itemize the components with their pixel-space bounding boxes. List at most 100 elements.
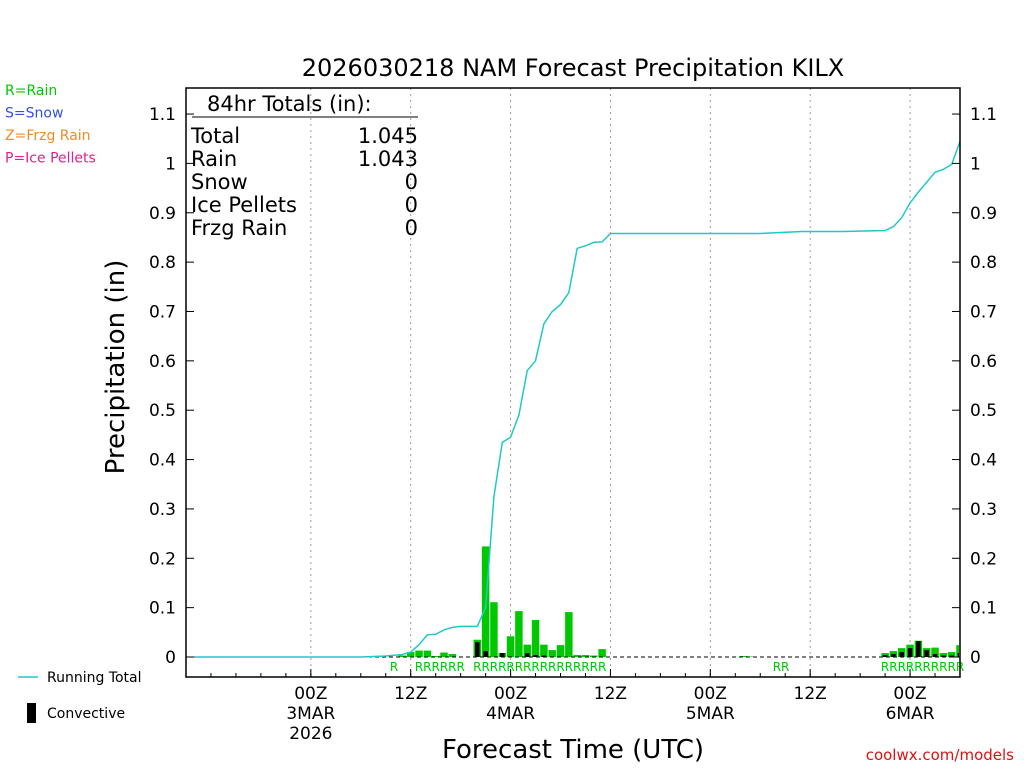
- y-tick-label-right: 1: [970, 154, 981, 174]
- convective-bar-group: [475, 641, 959, 657]
- totals-row-label: Snow: [191, 170, 248, 194]
- y-tick-label-right: 1.1: [970, 105, 997, 125]
- y-tick-label-left: 0.1: [149, 599, 176, 619]
- y-tick-label-left: 1: [165, 154, 176, 174]
- y-tick-label-right: 0.1: [970, 599, 997, 619]
- convective-bar: [949, 655, 954, 657]
- x-tick-date: 6MAR: [886, 704, 935, 724]
- running-total-legend-label: Running Total: [47, 670, 142, 686]
- plot-frame: [185, 87, 961, 678]
- y-tick-label-left: 0.8: [149, 253, 176, 273]
- y-tick-label-right: 0.9: [970, 204, 997, 224]
- precip-type-mark: R: [923, 660, 931, 674]
- y-tick-label-left: 0.4: [149, 451, 176, 471]
- credit-text: coolwx.com/models: [866, 746, 1014, 764]
- precip-type-mark: R: [590, 660, 598, 674]
- y-axis-ticks: 0 00.1 0.10.2 0.20.3 0.30.4 0.40.5 0.50.6 0.60.…: [149, 105, 997, 668]
- x-tick-label: 12Z: [594, 684, 627, 704]
- precip-bar: [939, 653, 948, 657]
- precip-bar: [931, 647, 939, 657]
- precip-bar: [739, 656, 748, 657]
- totals-row-label: Frzg Rain: [191, 216, 287, 240]
- precip-type-legend-item: Z=Frzg Rain: [5, 128, 91, 144]
- totals-box: 84hr Totals (in): Total 1.045 Rain 1.043 Sno…: [190, 92, 418, 240]
- x-axis-label: Forecast Time (UTC): [442, 735, 704, 765]
- precip-type-mark: R: [531, 660, 539, 674]
- convective-bar: [475, 642, 480, 657]
- precip-bar: [590, 655, 598, 657]
- y-tick-label-left: 1.1: [149, 105, 176, 125]
- precip-bar: [573, 655, 581, 657]
- precip-bar: [548, 650, 556, 657]
- totals-row-value: 0: [405, 193, 418, 217]
- y-tick-label-right: 0.5: [970, 401, 997, 421]
- y-tick-label-left: 0.5: [149, 401, 176, 421]
- y-tick-label-left: 0.2: [149, 549, 176, 569]
- convective-bar: [941, 655, 946, 657]
- precip-type-mark: R: [931, 660, 939, 674]
- y-tick-label-right: 0: [970, 648, 981, 668]
- precip-bar: [598, 649, 606, 657]
- y-tick-label-left: 0.9: [149, 204, 176, 224]
- precip-type-legend-item: P=Ice Pellets: [5, 151, 96, 167]
- totals-rows: Total 1.045 Rain 1.043 Snow 0 Ice Pellets 0 Frzg…: [190, 124, 418, 240]
- convective-bar: [957, 653, 959, 657]
- totals-row-label: Ice Pellets: [191, 193, 297, 217]
- x-tick-label: 00Z: [494, 684, 527, 704]
- convective-bar: [932, 654, 938, 657]
- y-tick-label-left: 0.3: [149, 500, 176, 520]
- precip-bar: [956, 645, 959, 657]
- convective-bar: [483, 651, 488, 657]
- precip-type-mark: R: [440, 660, 448, 674]
- precip-type-mark: R: [948, 660, 956, 674]
- precip-type-mark: R: [456, 660, 464, 674]
- precip-type-mark: R: [906, 660, 914, 674]
- precip-bar: [581, 655, 590, 657]
- precip-bar: [423, 650, 432, 657]
- precip-type-legend-item: R=Rain: [5, 83, 57, 99]
- convective-legend-label: Convective: [47, 706, 125, 722]
- precip-bar: [398, 655, 407, 657]
- x-tick-date: 5MAR: [686, 704, 735, 724]
- convective-bar: [499, 653, 505, 657]
- bar-group: [398, 546, 959, 657]
- x-tick-label: 00Z: [893, 684, 926, 704]
- x-tick-date: 3MAR: [286, 704, 335, 724]
- precip-type-mark: R: [415, 660, 423, 674]
- precip-type-mark: R: [889, 660, 897, 674]
- y-tick-label-left: 0.7: [149, 302, 176, 322]
- precip-bar: [406, 652, 415, 657]
- precip-type-mark: R: [423, 660, 431, 674]
- convective-bar: [524, 653, 530, 657]
- precip-type-mark: R: [898, 660, 906, 674]
- y-axis-label: Precipitation (in): [101, 260, 131, 475]
- totals-row-label: Rain: [191, 147, 237, 171]
- convective-bar: [916, 641, 921, 657]
- precip-bar: [531, 619, 540, 657]
- precip-bar: [431, 656, 440, 657]
- running-total-line: [194, 140, 961, 658]
- precip-bar: [523, 644, 531, 657]
- precip-bar: [565, 612, 573, 657]
- y-tick-label-left: 0: [165, 648, 176, 668]
- precip-type-mark: R: [481, 660, 489, 674]
- convective-bar: [899, 652, 905, 657]
- y-tick-label-right: 0.6: [970, 352, 997, 372]
- y-tick-label-right: 0.2: [970, 549, 997, 569]
- precip-type-mark: R: [581, 660, 589, 674]
- convective-bar: [907, 648, 913, 657]
- x-tick-label: 00Z: [294, 684, 327, 704]
- x-tick-year: 2026: [289, 724, 332, 744]
- totals-row-label: Total: [190, 124, 240, 148]
- precip-type-legend-item: S=Snow: [5, 106, 63, 122]
- precip-type-mark: R: [573, 660, 581, 674]
- convective-bar: [882, 655, 888, 657]
- precip-type-mark: R: [515, 660, 523, 674]
- totals-row-value: 0: [405, 216, 418, 240]
- convective-bar: [541, 655, 547, 657]
- precip-bar: [440, 652, 448, 657]
- y-tick-label-right: 0.7: [970, 302, 997, 322]
